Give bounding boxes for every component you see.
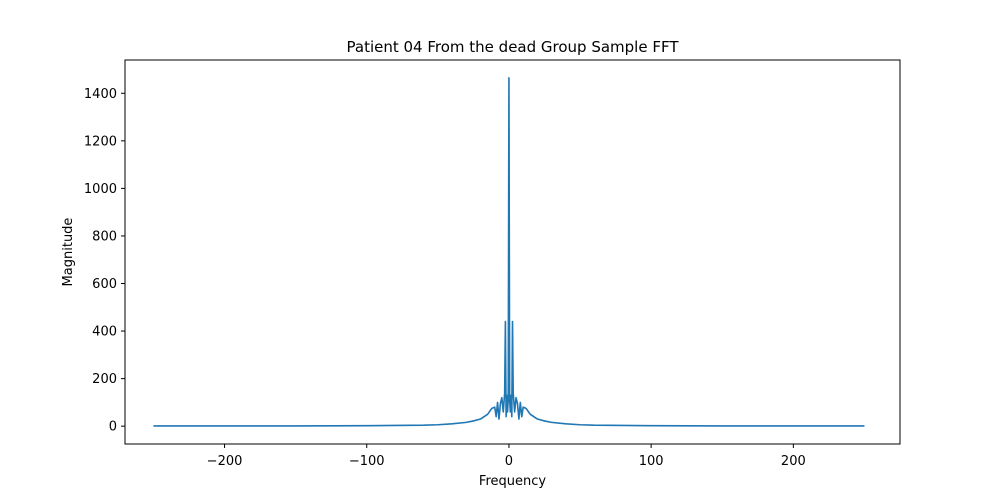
series-layer [153,77,865,427]
x-tick-label: −100 [349,454,385,469]
y-tick-label: 1400 [84,87,117,102]
y-tick-label: 0 [109,420,117,435]
x-tick-label: 0 [505,454,513,469]
y-axis-ticks: 0 200 400 600 800 1000 1200 1400 [84,87,125,435]
x-tick-label: 200 [781,454,806,469]
plot-area [124,59,901,445]
y-axis-label: Magnitude [61,218,76,287]
x-tick-label: 100 [639,454,664,469]
x-axis-ticks: −200 −100 0 100 200 [207,444,806,469]
x-axis-label: Frequency [479,474,546,489]
y-tick-label: 800 [92,229,117,244]
y-tick-label: 400 [92,325,117,340]
x-tick-label: −200 [207,454,243,469]
y-tick-label: 1000 [84,182,117,197]
fft-magnitude-line [153,77,865,427]
axes-frame [124,59,901,445]
y-tick-label: 200 [92,372,117,387]
y-tick-label: 1200 [84,134,117,149]
y-tick-label: 600 [92,277,117,292]
chart-title: Patient 04 From the dead Group Sample FF… [347,38,680,56]
